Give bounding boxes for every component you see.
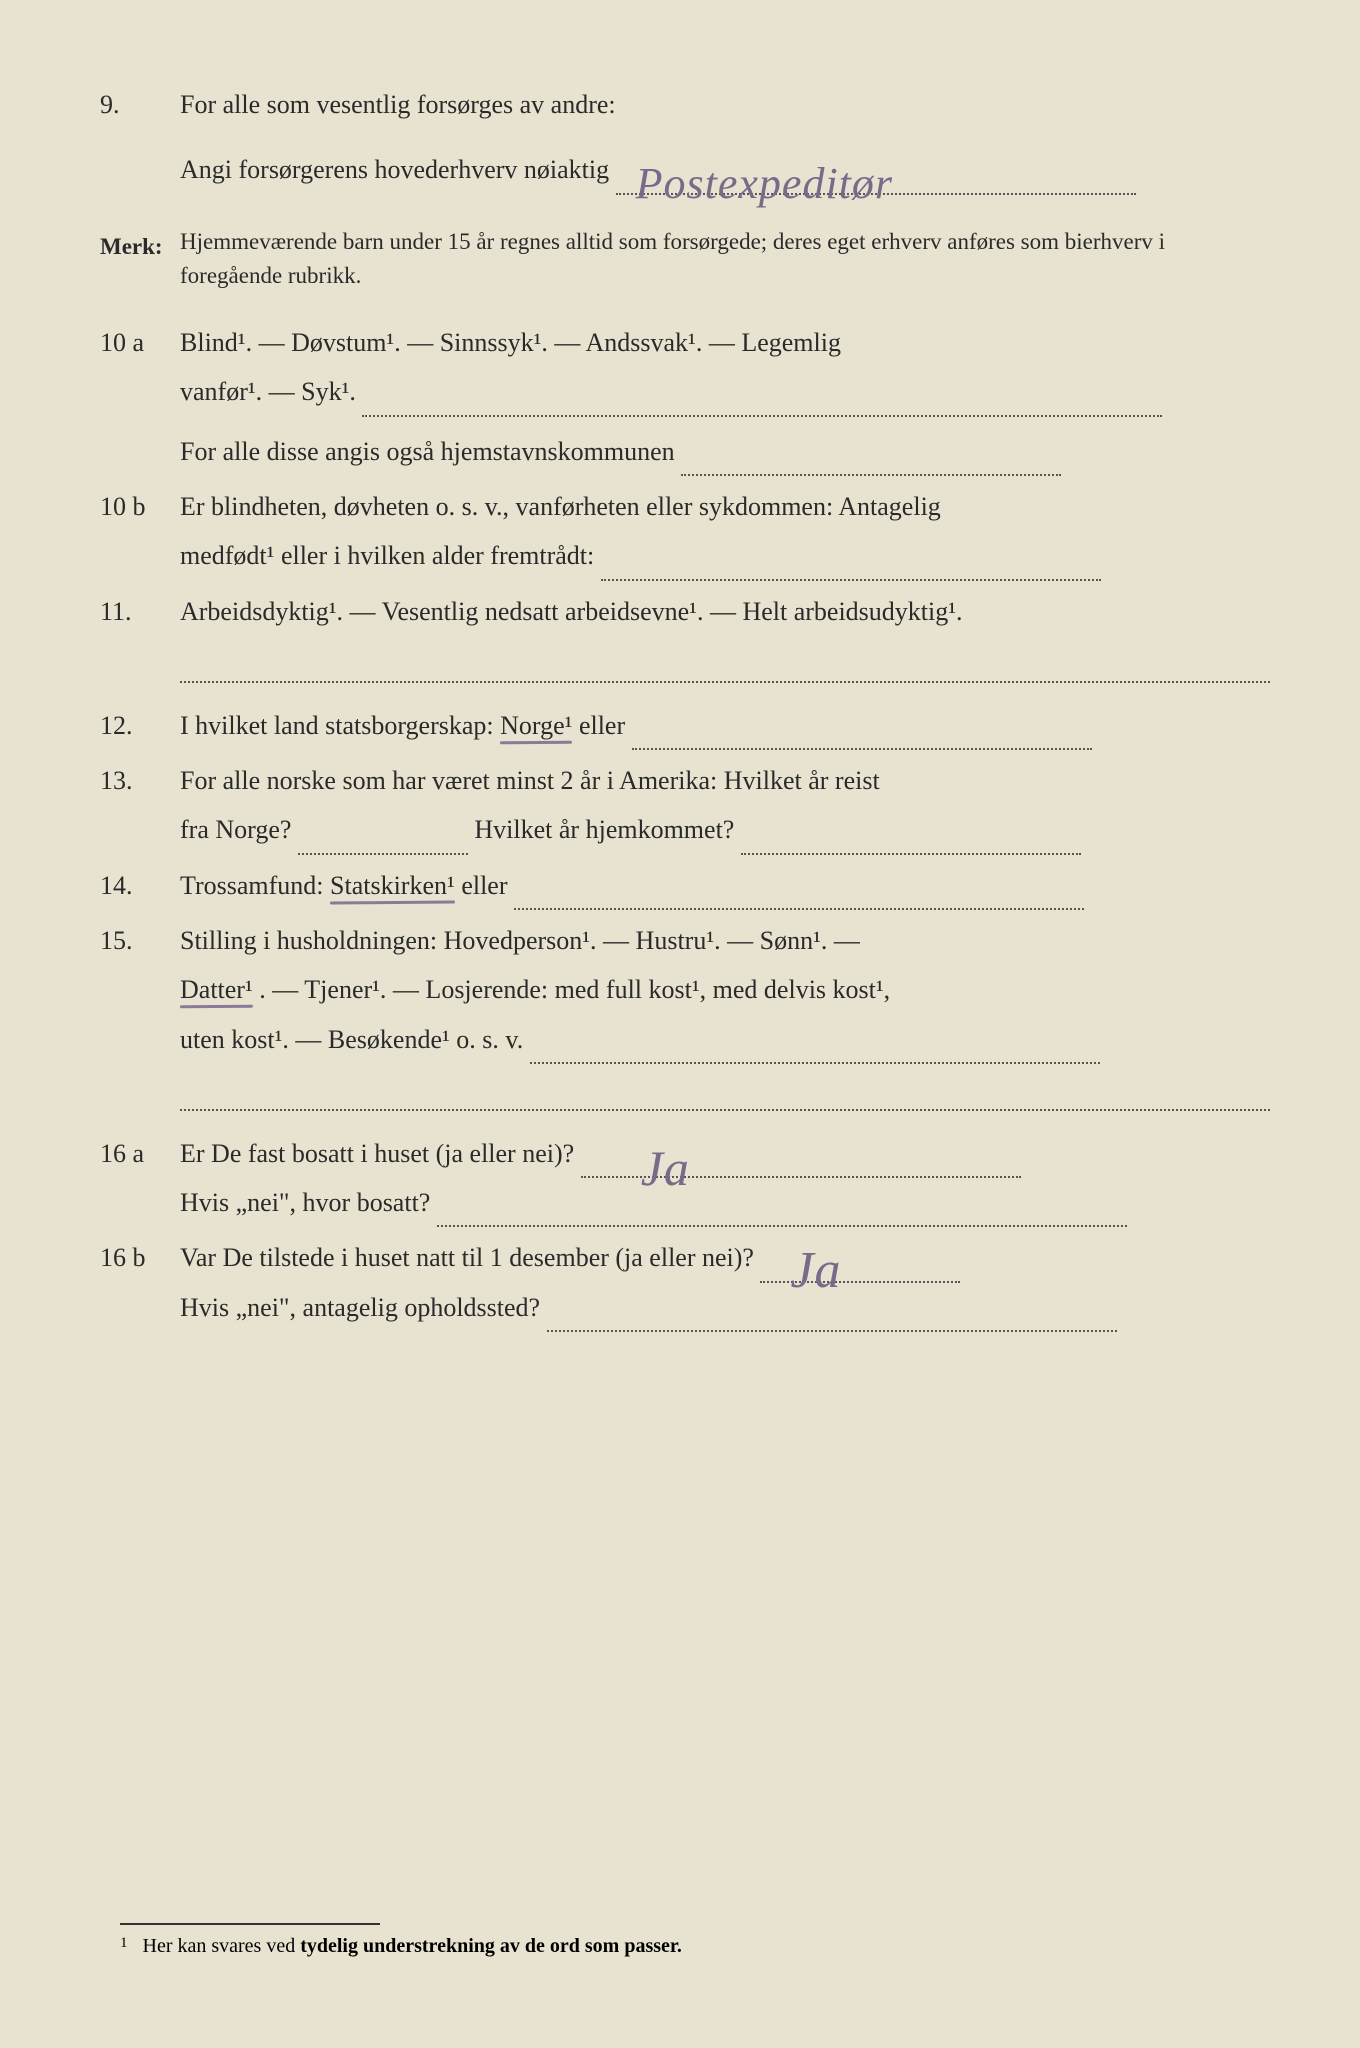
q16b-text-b: Hvis „nei", antagelig opholdssted? [180,1293,540,1322]
q10a-kommune-blank[interactable] [681,443,1061,476]
q10b-blank[interactable] [601,548,1101,581]
question-10b: 10 b Er blindheten, døvheten o. s. v., v… [100,482,1270,581]
q13-blank2[interactable] [741,822,1081,855]
q14-blank[interactable] [514,877,1084,910]
question-12: 12. I hvilket land statsborgerskap: Norg… [100,701,1270,750]
q15-datter-underlined: Datter¹ [180,975,253,1004]
q13-text-b2: Hvilket år hjemkommet? [474,815,734,844]
q16b-text-a: Var De tilstede i huset natt til 1 desem… [180,1243,754,1272]
footnote: 1 Her kan svares ved tydelig understrekn… [120,1923,682,1958]
q12-blank[interactable] [632,717,1092,750]
q13-text-a: For alle norske som har været minst 2 år… [180,756,1270,805]
q16a-text-a: Er De fast bosatt i huset (ja eller nei)… [180,1139,574,1168]
question-15: 15. Stilling i husholdningen: Hovedperso… [100,916,1270,1111]
q9-line1: For alle som vesentlig forsørges av andr… [180,80,1270,129]
q10a-blank[interactable] [362,383,1162,416]
note-row: Merk: Hjemmeværende barn under 15 år reg… [100,225,1270,294]
q16a-number: 16 a [100,1129,180,1228]
q10b-text-a: Er blindheten, døvheten o. s. v., vanfør… [180,482,1270,531]
question-14: 14. Trossamfund: Statskirken¹ eller [100,861,1270,910]
q10b-text-b: medfødt¹ eller i hvilken alder fremtrådt… [180,541,594,570]
q14-text-b: eller [461,871,507,900]
q9-answer-field[interactable]: Postexpeditør [616,162,1136,195]
q10a-text-b: vanfør¹. — Syk¹. [180,377,356,406]
question-9: 9. For alle som vesentlig forsørges av a… [100,80,1270,195]
q11-text: Arbeidsdyktig¹. — Vesentlig nedsatt arbe… [180,587,1270,636]
q12-number: 12. [100,701,180,750]
q16a-answer-field[interactable]: Ja [581,1145,1021,1178]
q15-blank2[interactable] [180,1072,1270,1110]
question-11: 11. Arbeidsdyktig¹. — Vesentlig nedsatt … [100,587,1270,683]
q11-blank[interactable] [180,644,1270,682]
census-form-page: 9. For alle som vesentlig forsørges av a… [0,0,1360,1410]
q12-text-a: I hvilket land statsborgerskap: [180,711,500,740]
q14-statskirken-underlined: Statskirken¹ [330,871,455,900]
q16b-handwritten: Ja [790,1222,841,1321]
q13-text-b1: fra Norge? [180,815,291,844]
q9-number: 9. [100,80,180,195]
q13-number: 13. [100,756,180,855]
footnote-num: 1 [120,1935,128,1951]
q16a-blank[interactable] [437,1194,1127,1227]
q14-number: 14. [100,861,180,910]
question-16a: 16 a Er De fast bosatt i huset (ja eller… [100,1129,1270,1228]
q15-text-a: Stilling i husholdningen: Hovedperson¹. … [180,916,1270,965]
q15-number: 15. [100,916,180,1111]
q16a-text-b: Hvis „nei", hvor bosatt? [180,1188,430,1217]
q10a-text-a: Blind¹. — Døvstum¹. — Sinnssyk¹. — Andss… [180,318,1270,367]
note-text: Hjemmeværende barn under 15 år regnes al… [180,225,1270,294]
question-16b: 16 b Var De tilstede i huset natt til 1 … [100,1233,1270,1332]
q13-blank1[interactable] [298,822,468,855]
q10b-number: 10 b [100,482,180,581]
question-13: 13. For alle norske som har været minst … [100,756,1270,855]
footnote-text: Her kan svares ved tydelig understreknin… [143,1935,682,1957]
q9-line2-label: Angi forsørgerens hovederhverv nøiaktig [180,155,609,184]
footnote-rule [120,1923,380,1925]
q11-number: 11. [100,587,180,683]
q12-norge-underlined: Norge¹ [500,711,572,740]
question-10a: 10 a Blind¹. — Døvstum¹. — Sinnssyk¹. — … [100,318,1270,476]
q12-text-b: eller [579,711,625,740]
q15-text-b: . — Tjener¹. — Losjerende: med full kost… [259,975,890,1004]
q14-text-a: Trossamfund: [180,871,330,900]
q16b-number: 16 b [100,1233,180,1332]
q16a-handwritten: Ja [641,1121,690,1216]
q16b-answer-field[interactable]: Ja [760,1250,960,1283]
q9-handwritten-answer: Postexpeditør [636,142,893,226]
q15-text-c: uten kost¹. — Besøkende¹ o. s. v. [180,1025,523,1054]
q10a-text-c: For alle disse angis også hjemstavnskomm… [180,437,675,466]
note-label: Merk: [100,225,180,294]
q10a-number: 10 a [100,318,180,476]
q15-blank[interactable] [530,1031,1100,1064]
